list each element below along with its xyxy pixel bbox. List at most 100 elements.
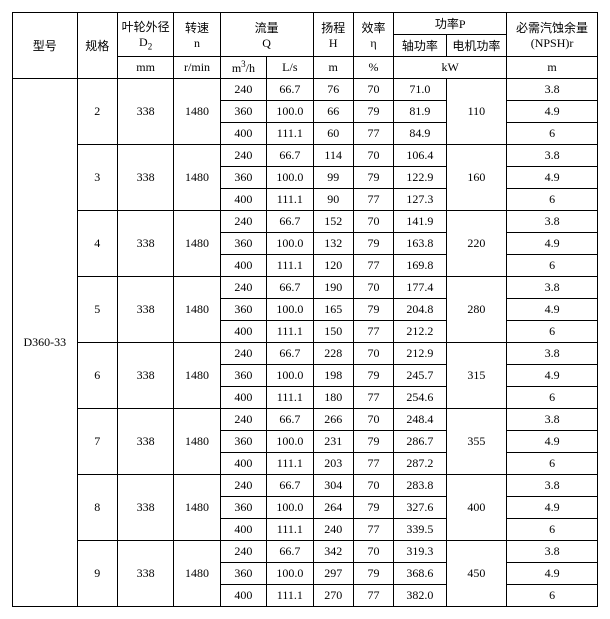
cell-sp: 283.8 bbox=[394, 475, 446, 497]
cell-m3h: 400 bbox=[220, 585, 266, 607]
cell-sp: 212.2 bbox=[394, 321, 446, 343]
cell-motor-power: 315 bbox=[446, 343, 507, 409]
cell-sp: 319.3 bbox=[394, 541, 446, 563]
table-row: 6338148024066.722870212.93153.8 bbox=[13, 343, 598, 365]
cell-motor-power: 160 bbox=[446, 145, 507, 211]
cell-m3h: 360 bbox=[220, 365, 266, 387]
unit-ls: L/s bbox=[267, 57, 313, 79]
cell-sp: 382.0 bbox=[394, 585, 446, 607]
cell-npsh: 3.8 bbox=[507, 211, 598, 233]
cell-ls: 100.0 bbox=[267, 431, 313, 453]
cell-ls: 100.0 bbox=[267, 299, 313, 321]
cell-eff: 70 bbox=[353, 343, 393, 365]
cell-ls: 100.0 bbox=[267, 563, 313, 585]
cell-sp: 141.9 bbox=[394, 211, 446, 233]
cell-m3h: 400 bbox=[220, 387, 266, 409]
cell-m3h: 400 bbox=[220, 321, 266, 343]
col-head: 扬程H bbox=[313, 13, 353, 57]
cell-npsh: 6 bbox=[507, 123, 598, 145]
cell-h: 132 bbox=[313, 233, 353, 255]
cell-m3h: 240 bbox=[220, 145, 266, 167]
cell-npsh: 6 bbox=[507, 321, 598, 343]
cell-eff: 70 bbox=[353, 211, 393, 233]
cell-spec: 4 bbox=[77, 211, 117, 277]
cell-motor-power: 355 bbox=[446, 409, 507, 475]
col-model: 型号 bbox=[13, 13, 78, 79]
cell-motor-power: 400 bbox=[446, 475, 507, 541]
cell-ls: 111.1 bbox=[267, 387, 313, 409]
cell-sp: 81.9 bbox=[394, 101, 446, 123]
cell-n: 1480 bbox=[174, 409, 220, 475]
cell-sp: 71.0 bbox=[394, 79, 446, 101]
table-row: 8338148024066.730470283.84003.8 bbox=[13, 475, 598, 497]
cell-npsh: 4.9 bbox=[507, 299, 598, 321]
cell-ls: 66.7 bbox=[267, 343, 313, 365]
col-npsh: 必需汽蚀余量(NPSH)r bbox=[507, 13, 598, 57]
cell-sp: 106.4 bbox=[394, 145, 446, 167]
cell-eff: 79 bbox=[353, 299, 393, 321]
cell-ls: 111.1 bbox=[267, 453, 313, 475]
cell-m3h: 240 bbox=[220, 409, 266, 431]
unit-rmin: r/min bbox=[174, 57, 220, 79]
cell-npsh: 4.9 bbox=[507, 365, 598, 387]
cell-ls: 66.7 bbox=[267, 541, 313, 563]
table-row: 5338148024066.719070177.42803.8 bbox=[13, 277, 598, 299]
cell-eff: 70 bbox=[353, 145, 393, 167]
cell-sp: 177.4 bbox=[394, 277, 446, 299]
cell-npsh: 4.9 bbox=[507, 167, 598, 189]
cell-d2: 338 bbox=[117, 409, 173, 475]
cell-eff: 79 bbox=[353, 167, 393, 189]
cell-sp: 287.2 bbox=[394, 453, 446, 475]
cell-sp: 245.7 bbox=[394, 365, 446, 387]
cell-sp: 368.6 bbox=[394, 563, 446, 585]
cell-h: 150 bbox=[313, 321, 353, 343]
table-row: 4338148024066.715270141.92203.8 bbox=[13, 211, 598, 233]
cell-motor-power: 220 bbox=[446, 211, 507, 277]
cell-sp: 212.9 bbox=[394, 343, 446, 365]
table-body: D360-332338148024066.7767071.01103.83601… bbox=[13, 79, 598, 607]
cell-h: 190 bbox=[313, 277, 353, 299]
cell-m3h: 360 bbox=[220, 167, 266, 189]
cell-h: 180 bbox=[313, 387, 353, 409]
unit-pct: % bbox=[353, 57, 393, 79]
cell-eff: 70 bbox=[353, 541, 393, 563]
cell-ls: 111.1 bbox=[267, 255, 313, 277]
col-speed: 转速n bbox=[174, 13, 220, 57]
unit-kw: kW bbox=[394, 57, 507, 79]
cell-sp: 169.8 bbox=[394, 255, 446, 277]
cell-eff: 77 bbox=[353, 123, 393, 145]
cell-ls: 100.0 bbox=[267, 233, 313, 255]
cell-d2: 338 bbox=[117, 277, 173, 343]
table-row: 3338148024066.711470106.41603.8 bbox=[13, 145, 598, 167]
cell-spec: 2 bbox=[77, 79, 117, 145]
cell-eff: 77 bbox=[353, 585, 393, 607]
cell-m3h: 360 bbox=[220, 431, 266, 453]
cell-n: 1480 bbox=[174, 79, 220, 145]
cell-ls: 111.1 bbox=[267, 189, 313, 211]
cell-eff: 79 bbox=[353, 233, 393, 255]
cell-eff: 70 bbox=[353, 79, 393, 101]
unit-m3h: m3/h bbox=[220, 57, 266, 79]
col-shaft-power: 轴功率 bbox=[394, 35, 446, 57]
cell-n: 1480 bbox=[174, 343, 220, 409]
cell-sp: 248.4 bbox=[394, 409, 446, 431]
cell-npsh: 3.8 bbox=[507, 475, 598, 497]
cell-h: 99 bbox=[313, 167, 353, 189]
cell-ls: 111.1 bbox=[267, 123, 313, 145]
cell-m3h: 400 bbox=[220, 519, 266, 541]
cell-spec: 9 bbox=[77, 541, 117, 607]
col-spec: 规格 bbox=[77, 13, 117, 79]
cell-m3h: 240 bbox=[220, 343, 266, 365]
cell-spec: 3 bbox=[77, 145, 117, 211]
cell-npsh: 4.9 bbox=[507, 497, 598, 519]
cell-m3h: 360 bbox=[220, 101, 266, 123]
cell-sp: 127.3 bbox=[394, 189, 446, 211]
cell-m3h: 240 bbox=[220, 541, 266, 563]
cell-npsh: 4.9 bbox=[507, 101, 598, 123]
cell-n: 1480 bbox=[174, 145, 220, 211]
cell-npsh: 3.8 bbox=[507, 79, 598, 101]
cell-h: 240 bbox=[313, 519, 353, 541]
cell-m3h: 360 bbox=[220, 233, 266, 255]
cell-npsh: 6 bbox=[507, 585, 598, 607]
cell-npsh: 6 bbox=[507, 453, 598, 475]
